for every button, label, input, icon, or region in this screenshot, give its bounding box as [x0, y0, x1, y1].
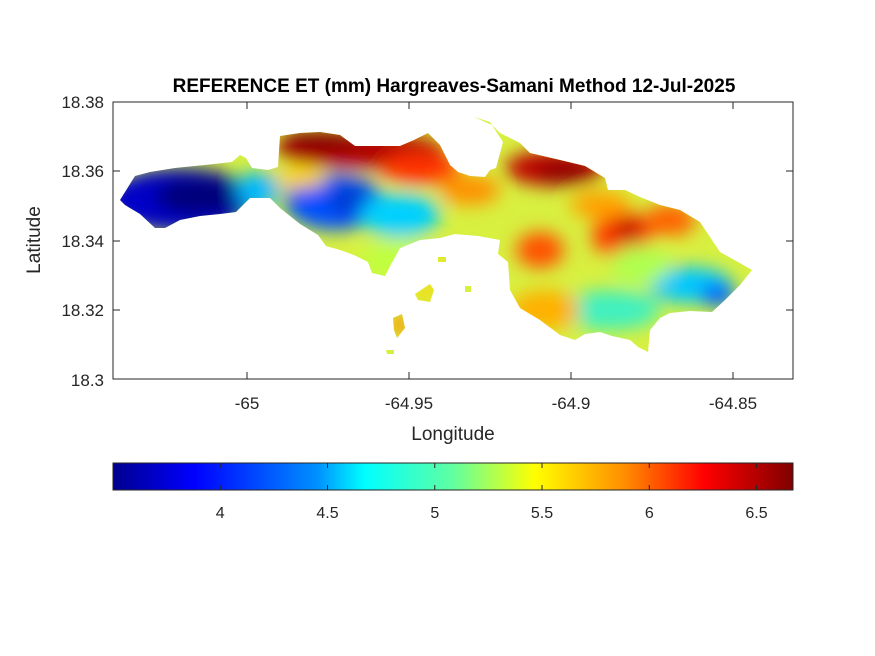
y-tick-label: 18.34	[61, 232, 104, 251]
colorbar-ticks: 4 4.5 5 5.5 6 6.5	[216, 463, 768, 522]
x-tick-label: -64.9	[552, 394, 591, 413]
x-axis-label: Longitude	[411, 424, 494, 445]
colorbar-tick-label: 4.5	[316, 505, 338, 522]
colorbar-tick-label: 6.5	[745, 505, 767, 522]
colorbar-gradient	[112, 462, 794, 491]
y-tick-label: 18.3	[71, 371, 104, 390]
colorbar: 4 4.5 5 5.5 6 6.5	[112, 462, 794, 522]
colorbar-tick-label: 5	[430, 505, 439, 522]
y-axis: 18.38 18.36 18.34 18.32 18.3 Latitude	[24, 93, 793, 390]
colorbar-tick-label: 5.5	[531, 505, 553, 522]
y-tick-label: 18.36	[61, 162, 104, 181]
colorbar-tick-label: 4	[216, 505, 225, 522]
colorbar-tick-label: 6	[645, 505, 654, 522]
x-tick-label: -64.85	[709, 394, 757, 413]
x-tick-label: -64.95	[385, 394, 433, 413]
x-axis: -65 -64.95 -64.9 -64.85 Longitude	[235, 102, 757, 445]
y-tick-label: 18.38	[61, 93, 104, 112]
chart-title: REFERENCE ET (mm) Hargreaves-Samani Meth…	[173, 76, 736, 97]
y-axis-label: Latitude	[24, 206, 45, 274]
x-tick-label: -65	[235, 394, 260, 413]
y-tick-label: 18.32	[61, 301, 104, 320]
